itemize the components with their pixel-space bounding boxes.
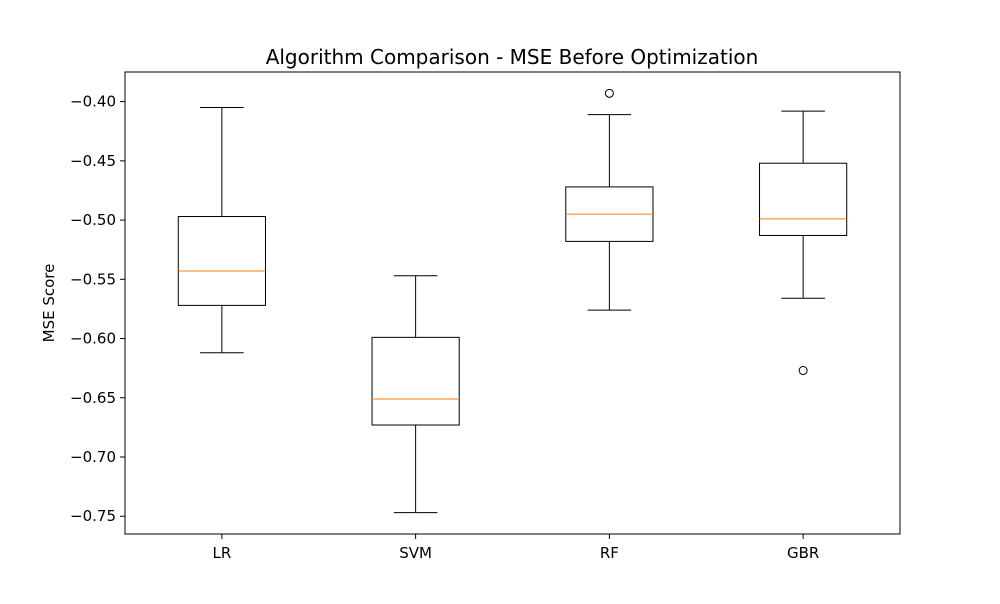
box-gbr [759,162,848,236]
y-tick-label-2: −0.50 [70,211,116,229]
chart-title: Algorithm Comparison - MSE Before Optimi… [266,45,759,69]
outlier-rf-0 [604,88,614,98]
plot-frame [124,71,901,535]
x-tick-label-svm: SVM [399,544,432,562]
y-tick-label-1: −0.45 [70,152,116,170]
y-tick-label-3: −0.55 [70,270,116,288]
box-svm [371,336,460,426]
y-tick-label-5: −0.65 [70,389,116,407]
box-lr [177,216,266,306]
y-tick-label-0: −0.40 [70,93,116,111]
x-tick-label-lr: LR [212,544,231,562]
y-tick-label-4: −0.60 [70,330,116,348]
outlier-gbr-0 [798,366,808,376]
x-tick-label-gbr: GBR [787,544,819,562]
y-tick-label-7: −0.75 [70,507,116,525]
y-tick-label-6: −0.70 [70,448,116,466]
x-tick-label-rf: RF [600,544,619,562]
plot-area: −0.40 −0.45 −0.50 −0.55 −0.60 −0.65 −0.70 −0.75… [70,71,901,562]
y-axis-label: MSE Score [40,264,58,343]
